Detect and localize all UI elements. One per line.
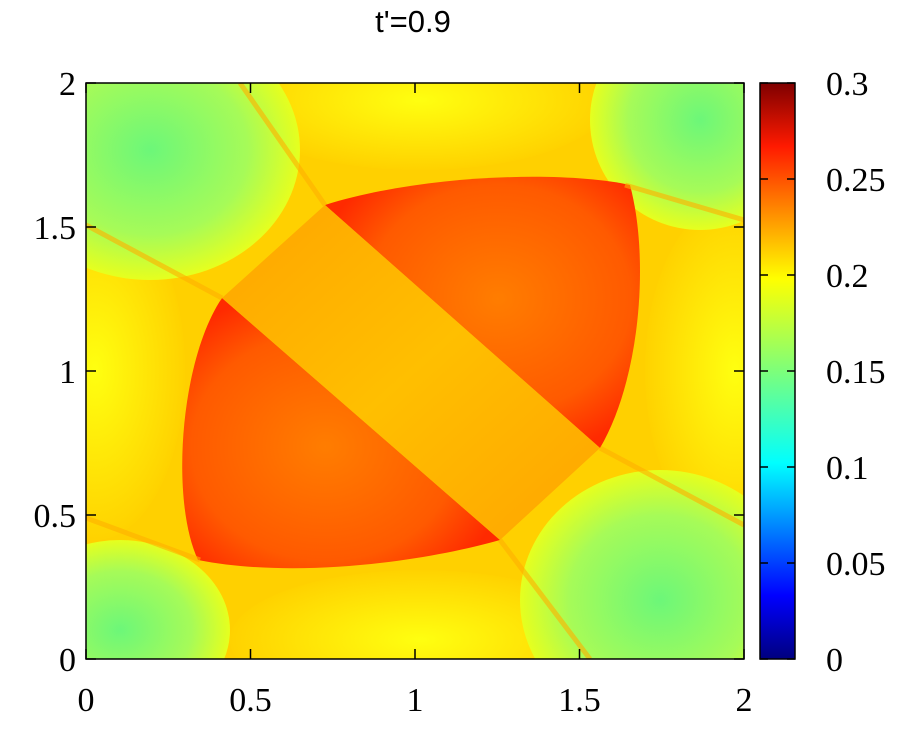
x-tick-label: 1 bbox=[407, 682, 424, 719]
colorbar-ticks: 0 0.05 0.1 0.15 0.2 0.25 0.3 bbox=[760, 66, 886, 679]
colorbar-tick-label: 0.05 bbox=[826, 546, 886, 583]
edge-band-top bbox=[230, 83, 610, 170]
heatmap-area bbox=[86, 83, 744, 659]
central-lobe-upper-right bbox=[325, 176, 640, 448]
y-tick-label: 0.5 bbox=[34, 498, 77, 535]
y-tick-label: 0 bbox=[59, 642, 76, 679]
edge-band-bottom bbox=[230, 570, 610, 659]
corner-bottom-left bbox=[86, 540, 230, 659]
y-tick-label: 1.5 bbox=[34, 210, 77, 247]
corner-bottom-right bbox=[520, 470, 744, 659]
colorbar-tick-label: 0.3 bbox=[826, 66, 869, 103]
colorbar-tick-label: 0.2 bbox=[826, 258, 869, 295]
colorbar-tick-label: 0 bbox=[826, 642, 843, 679]
edge-band-left bbox=[86, 200, 185, 540]
x-tick-label: 0.5 bbox=[229, 682, 272, 719]
diagonal-band bbox=[222, 205, 600, 540]
chart-title: t'=0.9 bbox=[375, 4, 451, 39]
x-tick-label: 2 bbox=[736, 682, 753, 719]
x-tick-label: 0 bbox=[78, 682, 95, 719]
colorbar-tick-label: 0.1 bbox=[826, 450, 869, 487]
colorbar-tick-label: 0.25 bbox=[826, 162, 886, 199]
x-ticks: 0 0.5 1 1.5 2 bbox=[78, 83, 753, 719]
y-tick-label: 1 bbox=[59, 354, 76, 391]
y-tick-label: 2 bbox=[59, 66, 76, 103]
colorbar-tick-label: 0.15 bbox=[826, 354, 886, 391]
y-ticks: 0 0.5 1 1.5 2 bbox=[34, 66, 744, 679]
corner-top-left bbox=[86, 83, 300, 280]
central-lobe-lower-left bbox=[182, 298, 500, 569]
x-tick-label: 1.5 bbox=[558, 682, 601, 719]
edge-band-right bbox=[645, 200, 744, 540]
